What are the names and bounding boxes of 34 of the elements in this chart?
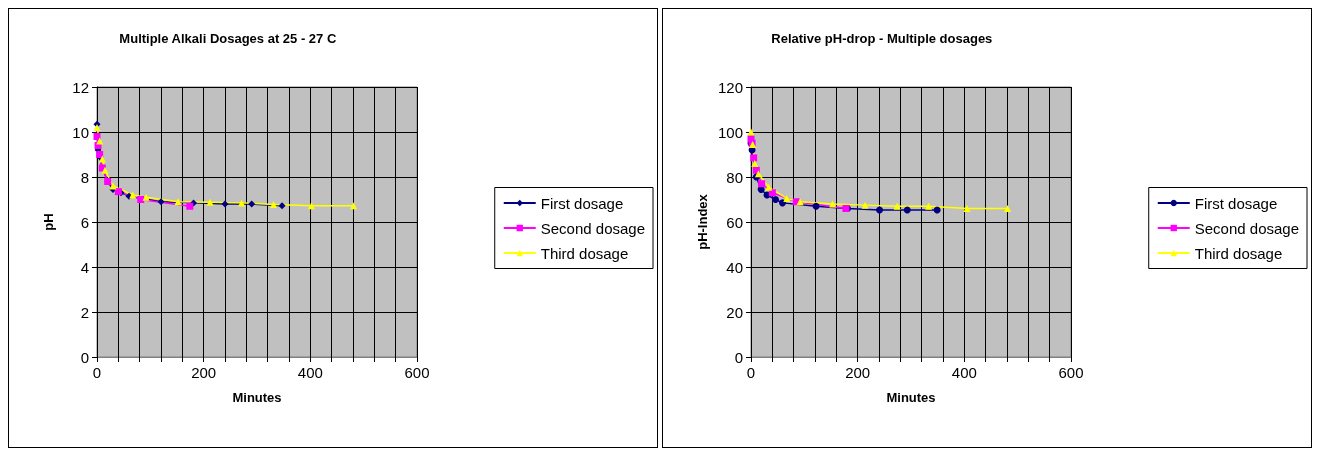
y-axis-title: pH xyxy=(41,213,56,231)
y-tick-label: 12 xyxy=(72,78,89,96)
legend-label: Third dosage xyxy=(540,244,629,262)
y-tick-label: 6 xyxy=(80,213,89,231)
x-tick-label: 600 xyxy=(1058,364,1084,381)
x-tick-label: 400 xyxy=(951,364,977,381)
x-tick-label: 400 xyxy=(297,364,323,381)
y-tick-label: 2 xyxy=(80,303,89,321)
legend-label: Second dosage xyxy=(1194,219,1300,237)
legend-label: First dosage xyxy=(540,194,624,212)
x-axis-title: Minutes xyxy=(232,390,282,405)
y-tick-label: 100 xyxy=(717,123,743,141)
x-tick-label: 0 xyxy=(92,364,102,381)
y-tick-label: 120 xyxy=(717,78,743,96)
x-tick-label: 200 xyxy=(845,364,871,381)
legend-label: First dosage xyxy=(1194,194,1278,212)
y-tick-label: 40 xyxy=(726,258,743,276)
y-tick-label: 4 xyxy=(80,258,89,276)
y-tick-label: 10 xyxy=(72,123,89,141)
x-tick-label: 600 xyxy=(404,364,430,381)
x-tick-label: 200 xyxy=(191,364,217,381)
y-tick-label: 80 xyxy=(726,168,743,186)
legend-label: Second dosage xyxy=(540,219,646,237)
y-tick-label: 60 xyxy=(726,213,743,231)
chart-title: Multiple Alkali Dosages at 25 - 27 C xyxy=(119,31,337,46)
x-tick-label: 0 xyxy=(746,364,756,381)
y-axis-title: pH-Index xyxy=(695,193,710,250)
y-tick-label: 0 xyxy=(80,348,89,366)
legend-label: Third dosage xyxy=(1194,244,1283,262)
y-tick-label: 8 xyxy=(80,168,89,186)
y-tick-label: 0 xyxy=(734,348,743,366)
y-tick-label: 20 xyxy=(726,303,743,321)
chart-title: Relative pH-drop - Multiple dosages xyxy=(771,31,993,46)
x-axis-title: Minutes xyxy=(886,390,936,405)
